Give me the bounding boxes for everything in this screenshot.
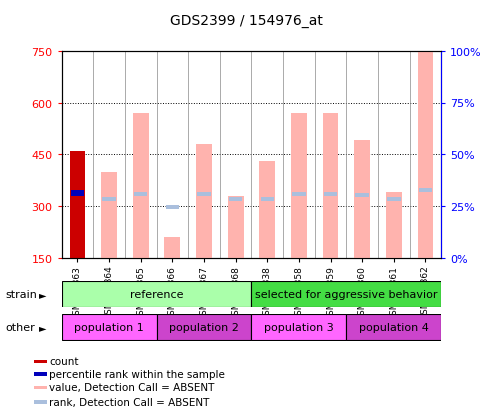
Bar xyxy=(322,114,338,258)
Bar xyxy=(354,141,370,258)
Bar xyxy=(259,162,275,258)
Text: ►: ► xyxy=(39,322,47,332)
Text: value, Detection Call = ABSENT: value, Detection Call = ABSENT xyxy=(49,382,215,392)
Bar xyxy=(355,194,369,198)
Text: other: other xyxy=(5,322,35,332)
Text: population 2: population 2 xyxy=(169,322,239,332)
Text: GDS2399 / 154976_at: GDS2399 / 154976_at xyxy=(170,14,323,28)
Bar xyxy=(62,281,251,307)
Bar xyxy=(197,192,211,196)
Text: population 3: population 3 xyxy=(264,322,334,332)
Bar xyxy=(166,206,179,210)
Text: population 1: population 1 xyxy=(74,322,144,332)
Bar xyxy=(133,114,148,258)
Bar xyxy=(103,197,116,202)
Bar xyxy=(292,192,306,196)
Bar xyxy=(70,191,84,196)
Bar xyxy=(418,53,433,258)
Bar xyxy=(324,192,337,196)
Bar xyxy=(34,373,47,376)
Bar xyxy=(101,172,117,258)
Bar xyxy=(62,314,157,340)
Bar xyxy=(387,197,400,202)
Text: percentile rank within the sample: percentile rank within the sample xyxy=(49,369,225,379)
Text: selected for aggressive behavior: selected for aggressive behavior xyxy=(255,289,438,299)
Text: population 4: population 4 xyxy=(359,322,429,332)
Bar xyxy=(229,197,243,202)
Text: strain: strain xyxy=(5,289,37,299)
Bar xyxy=(157,314,251,340)
Bar xyxy=(165,237,180,258)
Bar xyxy=(34,386,47,389)
Bar xyxy=(251,314,346,340)
Bar xyxy=(291,114,307,258)
Bar xyxy=(419,189,432,193)
Bar xyxy=(134,192,147,196)
Bar xyxy=(196,145,212,258)
Text: reference: reference xyxy=(130,289,183,299)
Bar xyxy=(260,197,274,202)
Bar xyxy=(346,314,441,340)
Bar xyxy=(70,152,85,258)
Text: ►: ► xyxy=(39,289,47,299)
Bar xyxy=(34,360,47,363)
Text: count: count xyxy=(49,356,79,366)
Bar xyxy=(251,281,441,307)
Bar xyxy=(34,400,47,404)
Bar xyxy=(386,193,402,258)
Text: rank, Detection Call = ABSENT: rank, Detection Call = ABSENT xyxy=(49,397,210,407)
Bar xyxy=(228,196,244,258)
